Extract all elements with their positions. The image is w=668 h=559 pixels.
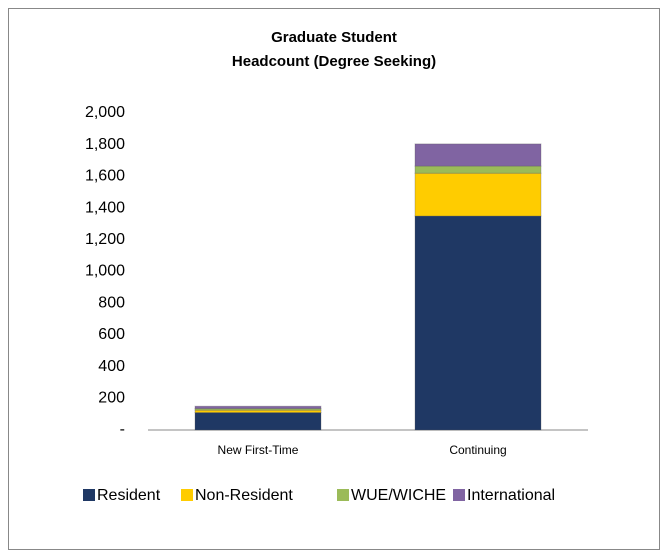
y-tick-label: 1,000 (85, 263, 125, 280)
chart-title: Graduate Student (271, 29, 397, 46)
x-tick-label: Continuing (449, 443, 506, 457)
bar-segment (194, 412, 322, 431)
legend-swatch (181, 489, 193, 501)
y-tick-label: 1,200 (85, 231, 125, 248)
bar-segment (414, 143, 542, 167)
y-tick-label: 1,400 (85, 199, 125, 216)
bar-segment (194, 405, 322, 410)
chart-title: Headcount (Degree Seeking) (232, 53, 436, 70)
legend-swatch (83, 489, 95, 501)
y-tick-label: 800 (98, 294, 125, 311)
bar-segment (414, 165, 542, 174)
bar-segment (414, 172, 542, 217)
y-tick-label: 2,000 (85, 104, 125, 121)
y-tick-label: - (120, 421, 125, 438)
legend-label: Resident (97, 487, 161, 504)
y-tick-label: 1,800 (85, 136, 125, 153)
legend-swatch (337, 489, 349, 501)
y-tick-label: 1,600 (85, 168, 125, 185)
y-tick-label: 400 (98, 358, 125, 375)
chart-frame (8, 8, 660, 550)
legend-swatch (453, 489, 465, 501)
legend-label: Non-Resident (195, 487, 293, 504)
y-tick-label: 600 (98, 326, 125, 343)
legend-label: International (467, 487, 555, 504)
x-tick-label: New First-Time (218, 443, 299, 457)
legend-label: WUE/WICHE (351, 487, 446, 504)
y-tick-label: 200 (98, 390, 125, 407)
bar-segment (414, 215, 542, 431)
